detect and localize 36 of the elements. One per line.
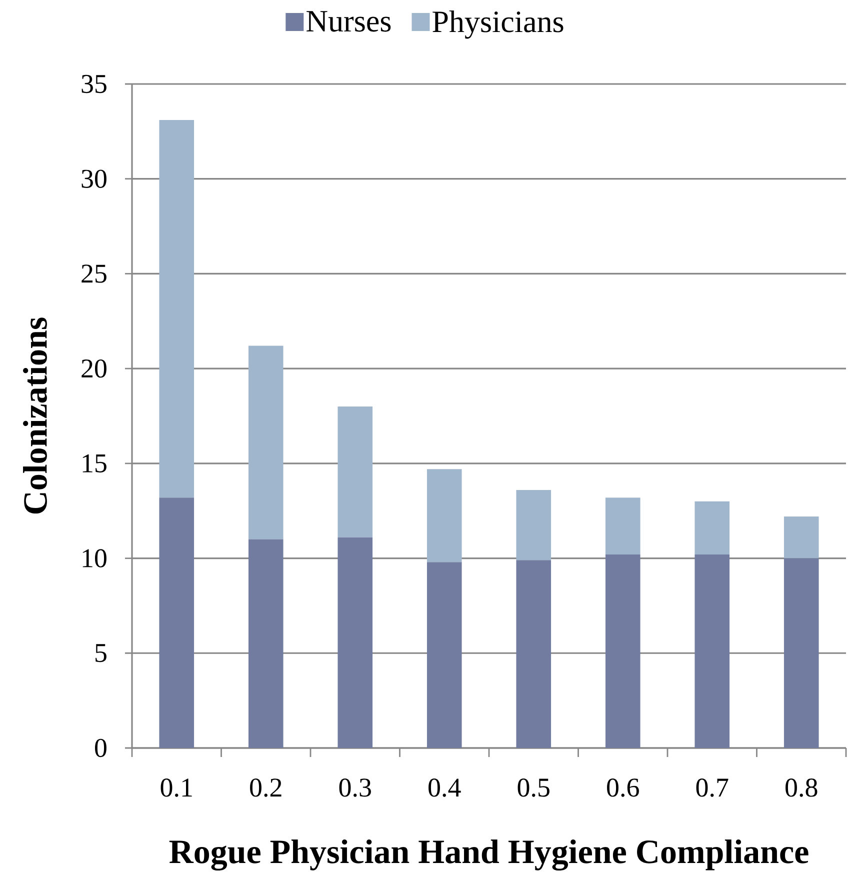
legend-label: Physicians [432,10,564,39]
x-tick-label: 0.1 [160,778,192,797]
bar [784,516,819,558]
bar [338,537,373,748]
x-axis-title: Rogue Physician Hand Hygiene Compliance [169,839,808,871]
x-tick-label: 0.5 [518,778,550,797]
bar [248,539,284,748]
x-tick-label: 0.6 [607,778,639,797]
x-tick-label: 0.8 [786,778,818,797]
y-tick-label: 5 [96,644,106,662]
bar [605,554,640,748]
bar [694,554,730,748]
y-tick-label: 15 [82,454,106,472]
y-tick-label: 0 [95,738,106,758]
bar [159,498,194,748]
x-tick-label: 0.4 [428,778,461,797]
y-tick-label: 35 [82,74,106,94]
y-tick-label: 25 [82,264,106,283]
x-tick-label: 0.3 [339,778,371,797]
bar [784,558,819,748]
bar [516,490,552,560]
bar [338,406,373,538]
y-tick-label: 10 [82,549,106,568]
x-tick-label: 0.7 [696,778,728,797]
y-tick-label: 30 [82,170,106,188]
y-axis-title: Colonizations [23,318,47,514]
bar [159,120,194,498]
bar [248,346,284,540]
bar [605,498,640,554]
bar [516,560,552,748]
bar [426,469,462,562]
bar [694,501,730,554]
bar [426,562,462,748]
y-tick-label: 20 [82,359,106,378]
legend-label: Nurses [306,11,391,32]
x-tick-label: 0.2 [250,778,282,797]
